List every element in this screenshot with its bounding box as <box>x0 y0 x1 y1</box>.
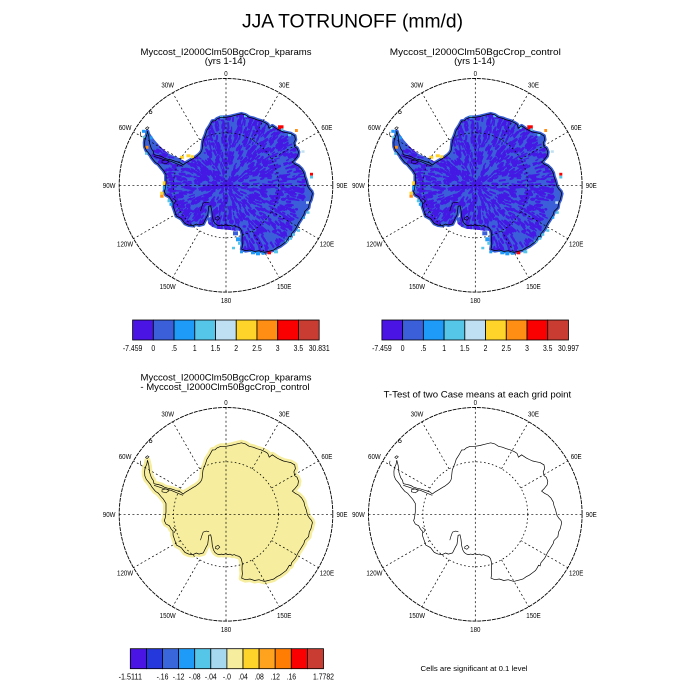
svg-text:-.12: -.12 <box>173 673 185 682</box>
svg-text:1: 1 <box>193 344 197 353</box>
svg-text:0: 0 <box>401 344 405 353</box>
svg-text:.16: .16 <box>287 673 297 682</box>
svg-text:30.831: 30.831 <box>309 344 330 353</box>
svg-text:1.5: 1.5 <box>460 344 470 353</box>
svg-text:1: 1 <box>442 344 446 353</box>
svg-text:(yrs 1-14): (yrs 1-14) <box>454 56 495 67</box>
svg-text:3: 3 <box>276 344 280 353</box>
svg-text:JJA TOTRUNOFF (mm/d): JJA TOTRUNOFF (mm/d) <box>242 12 463 33</box>
svg-text:-.04: -.04 <box>205 673 217 682</box>
svg-text:.5: .5 <box>171 344 177 353</box>
svg-text:- Myccost_I2000Clm50BgcCrop_co: - Myccost_I2000Clm50BgcCrop_control <box>140 382 309 393</box>
svg-text:-.16: -.16 <box>157 673 169 682</box>
svg-text:0: 0 <box>151 344 155 353</box>
svg-text:3: 3 <box>525 344 529 353</box>
svg-text:30.997: 30.997 <box>558 344 579 353</box>
svg-text:3.5: 3.5 <box>294 344 304 353</box>
svg-text:-7.459: -7.459 <box>123 344 143 353</box>
svg-text:2: 2 <box>234 344 238 353</box>
svg-text:.5: .5 <box>421 344 427 353</box>
svg-text:Cells are significant at 0.1 l: Cells are significant at 0.1 level <box>421 664 528 673</box>
svg-text:-.08: -.08 <box>189 673 201 682</box>
svg-text:-.0: -.0 <box>223 673 232 682</box>
svg-text:2.5: 2.5 <box>502 344 512 353</box>
svg-text:2.5: 2.5 <box>252 344 262 353</box>
svg-text:1.7782: 1.7782 <box>313 673 334 682</box>
svg-text:.08: .08 <box>254 673 264 682</box>
svg-text:(yrs 1-14): (yrs 1-14) <box>205 56 246 67</box>
svg-text:-1.5111: -1.5111 <box>119 673 142 682</box>
svg-text:Myccost_I2000Clm50BgcCrop_kpar: Myccost_I2000Clm50BgcCrop_kparams <box>141 372 312 383</box>
svg-text:.04: .04 <box>238 673 248 682</box>
svg-text:.12: .12 <box>270 673 280 682</box>
svg-text:2: 2 <box>484 344 488 353</box>
svg-text:-7.459: -7.459 <box>372 344 392 353</box>
svg-text:Myccost_I2000Clm50BgcCrop_cont: Myccost_I2000Clm50BgcCrop_control <box>390 47 561 58</box>
svg-text:1.5: 1.5 <box>211 344 221 353</box>
svg-text:Myccost_I2000Clm50BgcCrop_kpar: Myccost_I2000Clm50BgcCrop_kparams <box>141 47 312 58</box>
svg-text:T-Test of two Case means at ea: T-Test of two Case means at each grid po… <box>384 390 572 401</box>
svg-text:3.5: 3.5 <box>543 344 553 353</box>
